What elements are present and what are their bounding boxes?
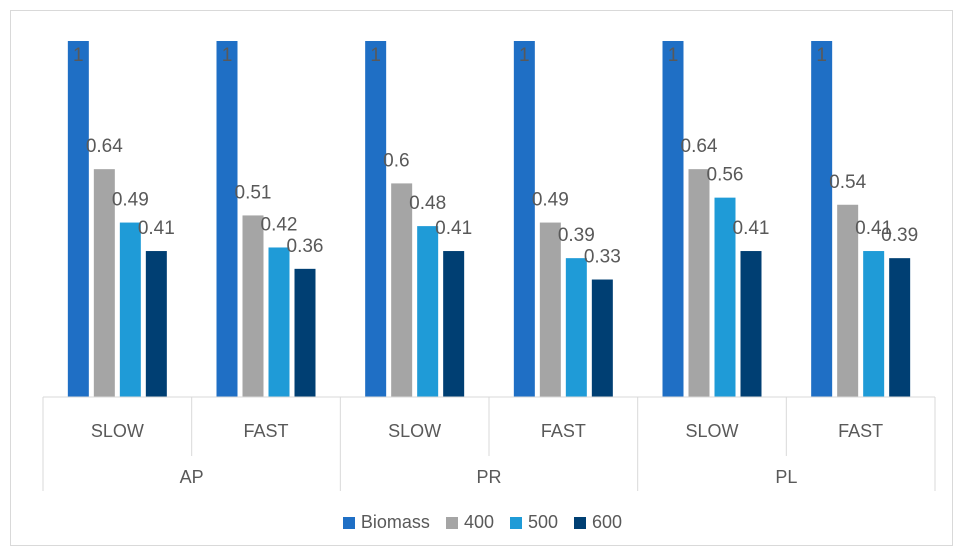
bar-400-pr-slow	[391, 183, 413, 397]
legend-swatch	[574, 516, 587, 529]
bar-biomass-pr-slow	[365, 41, 387, 397]
bar-biomass-ap-fast	[216, 41, 238, 397]
data-label: 0.6	[383, 150, 409, 171]
bar-400-pr-fast	[539, 222, 561, 397]
bar-600-ap-slow	[145, 251, 167, 397]
data-label: 0.39	[881, 225, 918, 246]
x-tick-label: FAST	[243, 421, 288, 441]
x-tick-label: SLOW	[388, 421, 441, 441]
bar-biomass-pl-fast	[811, 41, 833, 397]
x-tick-label: FAST	[838, 421, 883, 441]
legend-swatch	[509, 516, 522, 529]
legend-swatch	[445, 516, 458, 529]
legend-label: 500	[527, 512, 559, 532]
x-group-label: AP	[180, 467, 204, 487]
bar-500-pr-fast	[565, 258, 587, 397]
data-label: 0.42	[261, 214, 298, 235]
data-label: 0.41	[435, 218, 472, 239]
x-tick-label: SLOW	[91, 421, 144, 441]
bar-biomass-ap-slow	[67, 41, 89, 397]
legend-item-biomass: Biomass	[342, 512, 430, 533]
bar-400-pl-fast	[837, 204, 859, 397]
data-label: 0.54	[829, 172, 866, 193]
bar-600-pl-fast	[889, 258, 911, 397]
bar-500-pr-slow	[417, 226, 439, 397]
data-label: 0.41	[855, 218, 892, 239]
data-label: 1	[370, 45, 381, 66]
bar-biomass-pr-fast	[513, 41, 535, 397]
bar-400-pl-slow	[688, 169, 710, 397]
chart-frame	[10, 10, 953, 546]
data-label: 0.56	[707, 165, 744, 186]
data-label: 1	[816, 45, 827, 66]
bar-600-pl-slow	[740, 251, 762, 397]
data-label: 0.49	[532, 190, 569, 211]
x-group-label: PL	[775, 467, 797, 487]
bar-500-pl-slow	[714, 197, 736, 397]
bar-600-pr-slow	[443, 251, 465, 397]
data-label: 0.51	[235, 182, 272, 203]
data-label: 0.49	[112, 190, 149, 211]
legend-item-500: 500	[509, 512, 559, 533]
bar-400-ap-slow	[93, 169, 115, 397]
bar-500-ap-slow	[119, 222, 141, 397]
legend-label: 400	[463, 512, 494, 532]
data-label: 0.41	[138, 218, 175, 239]
x-tick-label: FAST	[541, 421, 586, 441]
legend-label: Biomass	[360, 512, 430, 532]
x-group-label: PR	[476, 467, 501, 487]
data-label: 0.64	[681, 136, 718, 157]
legend-label: 600	[592, 512, 623, 532]
data-label: 0.39	[558, 225, 595, 246]
data-label: 1	[668, 45, 679, 66]
x-tick-label: SLOW	[685, 421, 738, 441]
chart-legend: Biomass 400 500 600	[0, 512, 965, 533]
bar-500-ap-fast	[268, 247, 290, 397]
bar-500-pl-fast	[863, 251, 885, 397]
legend-item-400: 400	[445, 512, 494, 533]
bar-600-ap-fast	[294, 268, 316, 397]
data-label: 1	[222, 45, 233, 66]
data-label: 0.41	[733, 218, 770, 239]
data-label: 1	[519, 45, 530, 66]
legend-swatch	[342, 516, 355, 529]
legend-item-600: 600	[574, 512, 622, 533]
bar-biomass-pl-slow	[662, 41, 684, 397]
bar-600-pr-fast	[591, 279, 613, 397]
data-label: 1	[73, 45, 84, 66]
data-label: 0.33	[584, 247, 621, 268]
data-label: 0.48	[409, 193, 446, 214]
data-label: 0.64	[86, 136, 123, 157]
bar-400-ap-fast	[242, 215, 264, 397]
data-label: 0.36	[287, 236, 324, 257]
